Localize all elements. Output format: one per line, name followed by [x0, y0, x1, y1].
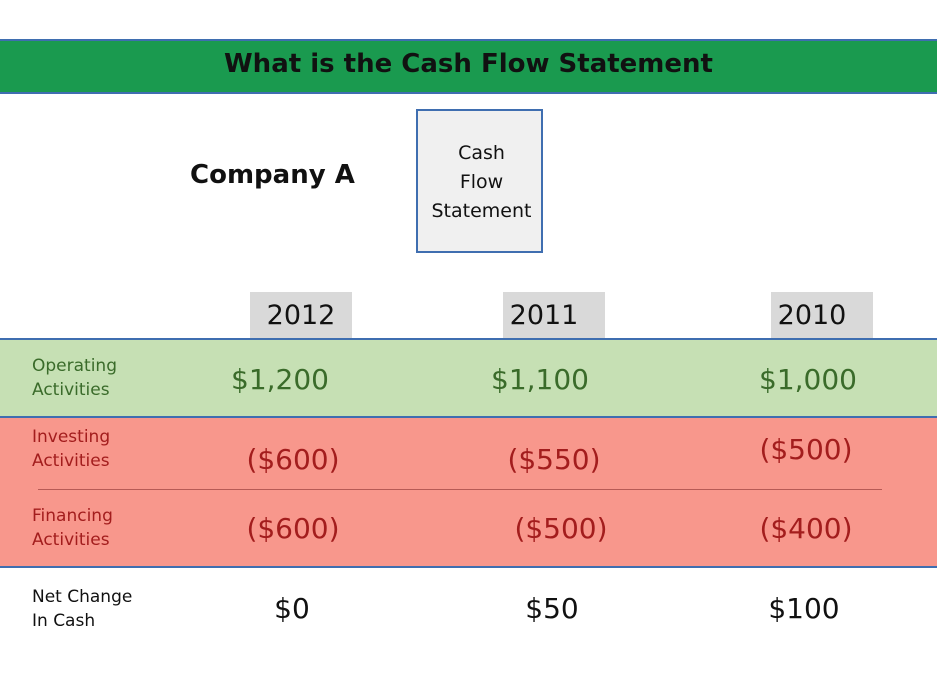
box-line-cash: Cash [458, 142, 505, 164]
net-change-value-2010: $100 [768, 592, 840, 625]
row-label-line1: Investing [32, 427, 111, 447]
cash-flow-statement-box: Cash Flow Statement [416, 109, 543, 253]
year-header-box-2010 [771, 292, 873, 340]
financing-value-2012: ($600) [246, 512, 340, 545]
net-change-value-2011: $50 [525, 592, 579, 625]
row-label-line2: Activities [32, 530, 110, 550]
row-label-net-change: Net Change In Cash [32, 585, 132, 633]
row-label-line1: Financing [32, 506, 113, 526]
financing-value-2011: ($500) [514, 512, 608, 545]
row-label-line2: In Cash [32, 611, 96, 631]
row-label-investing: Investing Activities [32, 425, 110, 473]
operating-value-2011: $1,100 [491, 363, 589, 396]
investing-financing-band [0, 418, 937, 568]
row-label-line1: Operating [32, 356, 117, 376]
year-header-2010: 2010 [777, 300, 847, 331]
box-line-flow: Flow [459, 171, 504, 193]
row-label-line2: Activities [32, 380, 110, 400]
investing-value-2011: ($550) [507, 443, 601, 476]
operating-value-2010: $1,000 [759, 363, 857, 396]
year-header-box-2011 [503, 292, 605, 340]
year-header-2011: 2011 [509, 300, 579, 331]
operating-band [0, 338, 937, 418]
title-bar [0, 39, 937, 94]
row-label-financing: Financing Activities [32, 504, 113, 552]
company-name: Company A [190, 160, 355, 190]
page-title: What is the Cash Flow Statement [224, 49, 713, 79]
operating-value-2012: $1,200 [231, 363, 329, 396]
year-header-2012: 2012 [266, 300, 336, 331]
year-header-box-2012 [250, 292, 352, 340]
investing-value-2012: ($600) [246, 443, 340, 476]
row-label-line1: Net Change [32, 587, 133, 607]
band-divider [38, 489, 882, 490]
net-change-value-2012: $0 [274, 592, 310, 625]
investing-value-2010: ($500) [759, 433, 853, 466]
row-label-operating: Operating Activities [32, 354, 117, 402]
box-line-statement: Statement [431, 200, 532, 222]
row-label-line2: Activities [32, 451, 110, 471]
financing-value-2010: ($400) [759, 512, 853, 545]
